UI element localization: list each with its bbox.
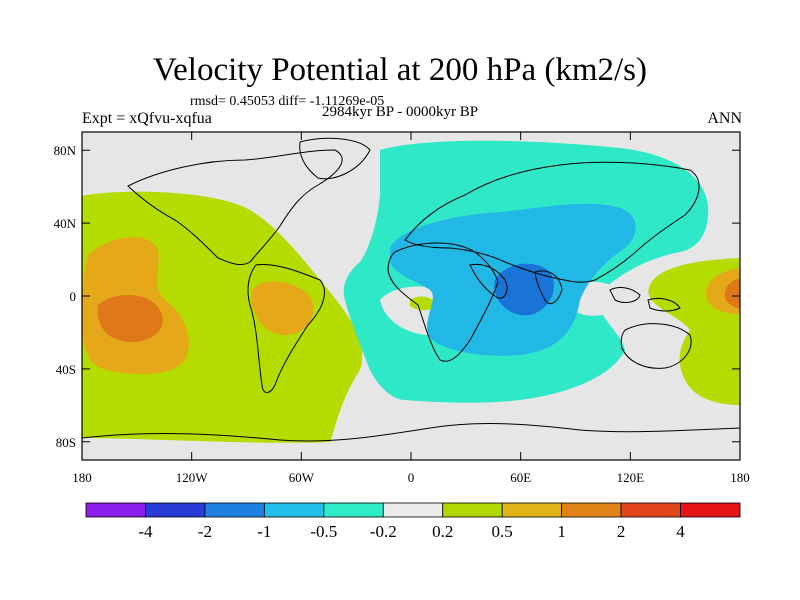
contour-fields — [82, 140, 740, 443]
colorbar-swatch — [263, 502, 325, 518]
season-label: ANN — [707, 110, 742, 127]
lon-tick-label: 180 — [730, 470, 750, 485]
colorbar-label: -0.2 — [370, 522, 397, 541]
lon-tick-label: 60E — [510, 470, 531, 485]
colorbar-label: -2 — [198, 522, 212, 541]
colorbar-swatch — [680, 502, 741, 518]
colorbar-swatch — [620, 502, 681, 518]
lon-tick-label: 120W — [176, 470, 209, 485]
experiment-label: Expt = xQfvu-xqfua — [82, 110, 212, 127]
colorbar-swatch — [561, 502, 622, 518]
positive-patch-atlantic — [410, 296, 436, 311]
lat-tick-label: 0 — [70, 289, 77, 304]
map-title: Velocity Potential at 200 hPa (km2/s) — [152, 52, 648, 88]
colorbar-swatch — [382, 502, 444, 518]
period-label: 2984kyr BP - 0000kyr BP — [322, 104, 479, 120]
colorbar-label: 0.5 — [492, 522, 513, 541]
colorbar-swatch — [323, 502, 384, 518]
positive-anomaly-mid-south-america — [251, 281, 314, 335]
colorbar-label: 2 — [617, 522, 626, 541]
lat-tick-label: 40N — [54, 216, 77, 231]
colorbar-swatch — [501, 502, 563, 518]
colorbar-swatch — [204, 502, 265, 518]
colorbar-label: -4 — [138, 522, 153, 541]
colorbar-label: -1 — [257, 522, 271, 541]
negative-anomaly-core — [494, 263, 554, 316]
rmsd-diff-label: rmsd= 0.45053 diff= -1.11269e-05 — [190, 94, 385, 109]
colorbar-swatch — [145, 502, 206, 518]
longitude-axis: 180 120W 60W 0 60E 120E 180 — [72, 132, 750, 485]
positive-anomaly-strong-west-pacific — [724, 278, 740, 308]
lat-tick-label: 40S — [56, 362, 76, 377]
colorbar-label: 1 — [557, 522, 566, 541]
latitude-axis: 80N 40N 0 40S 80S — [54, 143, 740, 450]
lon-tick-label: 120E — [617, 470, 645, 485]
lon-tick-label: 60W — [289, 470, 315, 485]
colorbar-label: 0.2 — [432, 522, 453, 541]
lat-tick-label: 80N — [54, 143, 77, 158]
colorbar-label: 4 — [676, 522, 685, 541]
positive-anomaly-strong-central-pacific — [97, 294, 163, 343]
lat-tick-label: 80S — [56, 435, 76, 450]
coastlines — [82, 137, 740, 442]
colorbar-label: -0.5 — [310, 522, 337, 541]
lon-tick-label: 0 — [408, 470, 415, 485]
colorbar-swatch — [85, 502, 146, 518]
colorbar: -4 -2 -1 -0.5 -0.2 0.2 0.5 1 2 4 — [85, 502, 741, 541]
lon-tick-label: 180 — [72, 470, 92, 485]
colorbar-swatch — [442, 502, 503, 518]
